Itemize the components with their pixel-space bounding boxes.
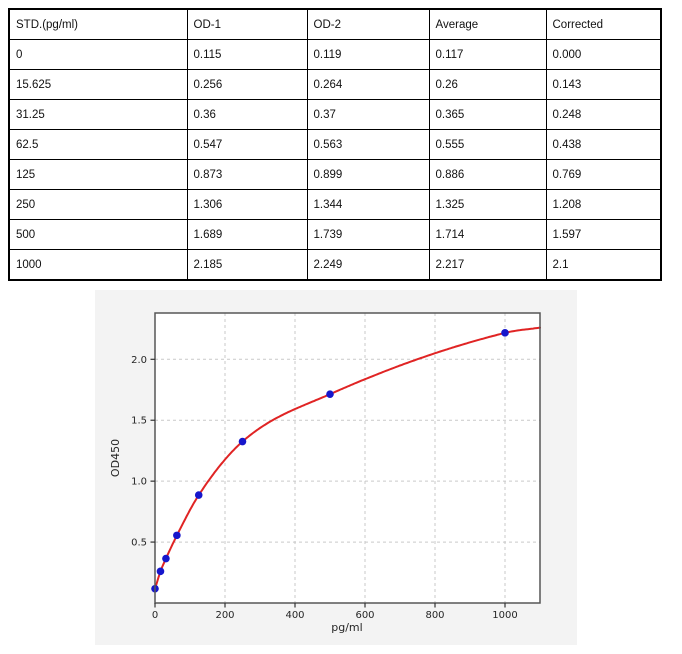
x-tick-label: 400 — [285, 610, 304, 621]
x-tick-label: 0 — [152, 610, 158, 621]
table-header-cell: Average — [428, 8, 547, 40]
data-point — [326, 390, 334, 398]
y-tick-label: 2.0 — [131, 355, 147, 366]
table-cell: 15.625 — [8, 69, 188, 100]
table-row: 250 1.306 1.344 1.325 1.208 — [8, 189, 662, 220]
table-cell: 0.886 — [428, 159, 547, 190]
x-tick-label: 800 — [425, 610, 444, 621]
data-point — [156, 567, 165, 576]
table-cell: 0.555 — [428, 129, 547, 160]
table-cell: 0.256 — [186, 69, 308, 100]
table-cell: 0.37 — [306, 99, 430, 130]
table-cell: 2.185 — [186, 249, 308, 281]
table-row: 500 1.689 1.739 1.714 1.597 — [8, 219, 662, 250]
table-cell: 0.248 — [545, 99, 662, 130]
table-cell: 0.547 — [186, 129, 308, 160]
table-row: 31.25 0.36 0.37 0.365 0.248 — [8, 99, 662, 130]
table-cell: 0.873 — [186, 159, 308, 190]
table-cell: 0.563 — [306, 129, 430, 160]
standard-curve-panel: 0 200 400 600 800 1000 0.5 1.0 1.5 2.0 pg/ml OD45… — [95, 290, 577, 645]
table-cell: 1.689 — [186, 219, 308, 250]
table-cell: 0.119 — [306, 39, 430, 70]
table-cell: 62.5 — [8, 129, 188, 160]
x-tick-label: 200 — [215, 610, 234, 621]
table-header-cell: OD-2 — [306, 8, 430, 40]
table-cell: 1.344 — [306, 189, 430, 220]
data-point — [501, 329, 509, 337]
table-cell: 2.249 — [306, 249, 430, 281]
table-cell: 1.325 — [428, 189, 547, 220]
table-cell: 0.264 — [306, 69, 430, 100]
plot-area — [155, 313, 540, 603]
table-cell: 0.365 — [428, 99, 547, 130]
fit-curve — [154, 326, 541, 590]
table-header-row: STD.(pg/ml) OD-1 OD-2 Average Corrected — [8, 8, 662, 40]
standards-table: STD.(pg/ml) OD-1 OD-2 Average Corrected … — [8, 8, 662, 281]
x-axis-label: pg/ml — [331, 621, 362, 634]
table-header-cell: STD.(pg/ml) — [8, 8, 188, 40]
table-cell: 0.438 — [545, 129, 662, 160]
table-cell: 1000 — [8, 249, 188, 281]
data-point — [238, 437, 247, 446]
data-point — [173, 531, 181, 540]
table-cell: 0.36 — [186, 99, 308, 130]
y-tick-label: 0.5 — [131, 538, 147, 549]
table-cell: 1.739 — [306, 219, 430, 250]
standard-curve-chart: 0 200 400 600 800 1000 0.5 1.0 1.5 2.0 pg/ml OD45… — [109, 312, 541, 634]
table-cell: 1.306 — [186, 189, 308, 220]
table-cell: 500 — [8, 219, 188, 250]
x-tick-label: 1000 — [492, 610, 517, 621]
table-cell: 0.899 — [306, 159, 430, 190]
table-cell: 125 — [8, 159, 188, 190]
table-cell: 0.115 — [186, 39, 308, 70]
table-row: 62.5 0.547 0.563 0.555 0.438 — [8, 129, 662, 160]
chart-render-root: 0 200 400 600 800 1000 0.5 1.0 1.5 2.0 — [131, 312, 541, 621]
x-tick-label: 600 — [355, 610, 374, 621]
data-point — [194, 491, 203, 499]
plot-border — [154, 312, 541, 604]
data-point — [162, 554, 170, 563]
table-row: 125 0.873 0.899 0.886 0.769 — [8, 159, 662, 190]
table-row: 0 0.115 0.119 0.117 0.000 — [8, 39, 662, 70]
table-body: 0 0.115 0.119 0.117 0.000 15.625 0.256 0.264 0.2… — [8, 39, 662, 281]
table-cell: 1.714 — [428, 219, 547, 250]
table-cell: 31.25 — [8, 99, 188, 130]
table-row: 15.625 0.256 0.264 0.26 0.143 — [8, 69, 662, 100]
table-cell: 2.217 — [428, 249, 547, 281]
table-cell: 0.000 — [545, 39, 662, 70]
table-cell: 1.208 — [545, 189, 662, 220]
table-header-cell: OD-1 — [186, 8, 308, 40]
table-cell: 250 — [8, 189, 188, 220]
table-cell: 0.26 — [428, 69, 547, 100]
table-cell: 0.117 — [428, 39, 547, 70]
table-cell: 0.143 — [545, 69, 662, 100]
y-tick-label: 1.5 — [131, 416, 147, 427]
y-tick-label: 1.0 — [131, 477, 147, 488]
table-header-cell: Corrected — [545, 8, 662, 40]
table-cell: 2.1 — [545, 249, 662, 281]
table-cell: 0.769 — [545, 159, 662, 190]
table-row: 1000 2.185 2.249 2.217 2.1 — [8, 249, 662, 281]
y-axis-label: OD450 — [109, 439, 122, 477]
table-cell: 0 — [8, 39, 188, 70]
table-cell: 1.597 — [545, 219, 662, 250]
